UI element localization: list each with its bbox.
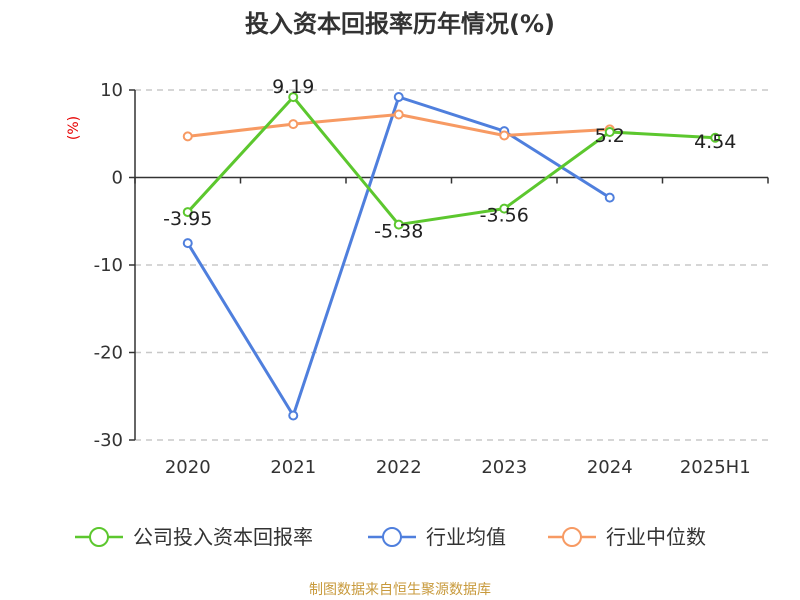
series-0 — [182, 92, 721, 230]
series — [182, 92, 721, 421]
legend-swatch-marker-1 — [382, 527, 402, 547]
series-2 — [182, 109, 615, 142]
series-point-2-3 — [499, 130, 510, 141]
y-axis-label: (%) — [66, 116, 82, 140]
data-label-0: -3.95 — [163, 208, 212, 230]
legend-label-1: 行业均值 — [426, 525, 506, 549]
chart-title: 投入资本回报率历年情况(%) — [245, 10, 555, 38]
source-note: 制图数据来自恒生聚源数据库 — [309, 582, 491, 598]
series-point-0-3 — [499, 203, 510, 214]
series-point-0-5 — [710, 132, 721, 143]
data-label-1: 9.19 — [272, 76, 314, 98]
legend-label-0: 公司投入资本回报率 — [133, 525, 313, 549]
legend-swatch-marker-0 — [89, 527, 109, 547]
legend-item-2: 行业中位数 — [548, 525, 706, 549]
series-point-0-0 — [182, 207, 193, 218]
series-point-2-0 — [182, 131, 193, 142]
x-tick-label-3: 2023 — [481, 457, 527, 478]
x-tick-label-0: 2020 — [165, 457, 211, 478]
x-tick-label-2: 2022 — [376, 457, 422, 478]
series-line-0 — [186, 95, 716, 227]
legend: 公司投入资本回报率 行业均值 行业中位数 — [75, 525, 706, 549]
series-point-1-4 — [604, 192, 615, 203]
series-point-0-1 — [288, 92, 299, 103]
series-point-0-4 — [604, 127, 615, 137]
legend-item-1: 行业均值 — [368, 525, 506, 549]
y-tick-label-0: 10 — [100, 80, 123, 101]
legend-item-0: 公司投入资本回报率 — [75, 525, 313, 549]
x-tick-label-1: 2021 — [270, 457, 316, 478]
series-point-1-1 — [288, 410, 299, 421]
y-tick-label-1: 0 — [112, 168, 123, 189]
data-label-4: 5.2 — [595, 125, 625, 147]
series-point-0-2 — [393, 219, 404, 230]
data-label-2: -5.38 — [374, 221, 423, 243]
y-tick-label-4: -30 — [94, 430, 123, 451]
series-point-2-2 — [393, 109, 404, 120]
series-point-2-1 — [288, 119, 299, 130]
x-tick-label-5: 2025H1 — [680, 457, 751, 478]
axes: 10 0 -10 -20 -30 2020 2021 2022 2023 2024 2025H1 — [94, 80, 769, 478]
legend-swatch-marker-2 — [562, 527, 582, 547]
legend-label-2: 行业中位数 — [606, 525, 706, 549]
data-labels: -3.95 9.19 -5.38 -3.56 5.2 4.54 — [163, 76, 736, 242]
data-label-3: -3.56 — [480, 205, 529, 227]
series-1 — [182, 92, 615, 421]
series-point-1-2 — [393, 92, 404, 102]
y-tick-label-3: -20 — [94, 343, 123, 364]
x-tick-label-4: 2024 — [587, 457, 633, 478]
y-tick-label-2: -10 — [94, 255, 123, 276]
series-point-1-0 — [182, 238, 193, 249]
data-label-5: 4.54 — [694, 131, 736, 153]
gridlines — [135, 89, 768, 441]
